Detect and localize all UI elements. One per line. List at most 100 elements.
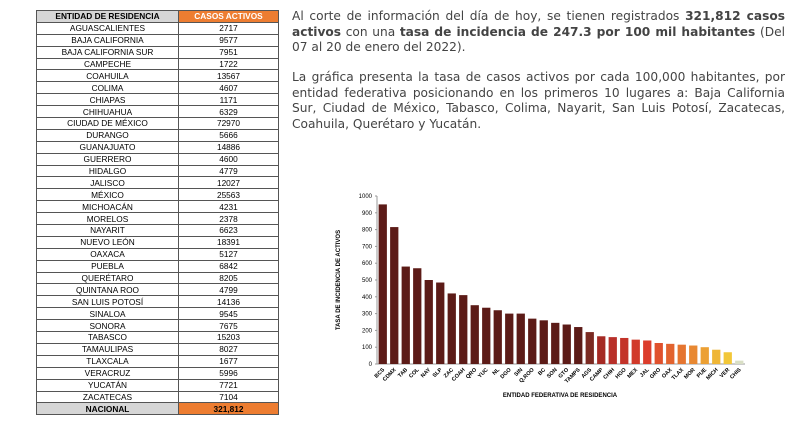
y-tick-label: 400 [362,295,373,301]
y-tick-label: 900 [362,211,373,217]
table-row: CHIAPAS 1171 [36,93,279,107]
table-cell: COAHUILA [36,69,179,83]
table-cell: CAMPECHE [36,57,179,71]
table-cell: 7721 [178,378,279,392]
bar [528,318,537,364]
y-tick-label: 100 [362,345,373,351]
table-cell: 6623 [178,224,279,237]
table-row: SONORA 7675 [36,319,279,333]
table-row: BAJA CALIFORNIA 9577 [36,33,279,47]
y-tick-label: 800 [362,228,373,234]
x-tick-label: CDMX [382,367,398,383]
table-cell: SAN LUIS POTOSÍ [36,295,179,309]
bar [482,307,491,364]
table-cell: 4231 [178,200,279,214]
table-cell: OAXACA [36,247,179,261]
bar [401,266,410,364]
table-row: PUEBLA 6842 [36,259,279,273]
table-row: NACIONAL 321,812 [36,402,279,416]
bar [436,282,445,364]
table-cell: NAYARIT [36,224,179,237]
bar [689,345,698,364]
table-cell: 2717 [178,21,279,35]
x-tick-label: GTO [558,367,571,380]
table-row: ENTIDAD DE RESIDENCIA CASOS ACTIVOS [36,10,279,23]
x-tick-label: NAY [420,367,432,379]
y-tick-label: 600 [362,261,373,267]
table-row: SINALOA 9545 [36,307,279,321]
y-tick-label: 300 [362,312,373,318]
x-tick-label: YUC [477,367,489,379]
table-cell: PUEBLA [36,259,179,273]
x-tick-label: CAMP [589,367,605,383]
bar [378,204,387,364]
x-tick-label: DGO [500,367,514,381]
table-row: JALISCO 12027 [36,176,279,190]
table-row: MÉXICO 25563 [36,188,279,202]
x-tick-label: MOR [683,367,696,380]
bar [516,313,525,364]
bar [608,337,617,364]
x-tick-label: Q.ROO [518,367,536,385]
bar [735,360,744,364]
table-cell: 5666 [178,128,279,142]
table-row: BAJA CALIFORNIA SUR 7951 [36,45,279,59]
paragraph: Al corte de información del día de hoy, … [292,9,785,56]
table-row: YUCATÁN 7721 [36,378,279,392]
paragraph: La gráfica presenta la tasa de casos act… [292,70,785,132]
table-row: AGUASCALIENTES 2717 [36,21,279,35]
bar [390,227,399,364]
x-tick-label: COAH [451,367,467,383]
table-cell: 6842 [178,259,279,273]
table-cell: 5996 [178,366,279,380]
table-row: GUANAJUATO 14886 [36,140,279,154]
bar [700,347,709,364]
table-cell: HIDALGO [36,164,179,178]
table-cell: 18391 [178,235,279,249]
x-tick-label: TAMPS [564,367,582,385]
table-cell: 5127 [178,247,279,261]
bar [551,322,560,364]
bar [597,336,606,364]
table-cell: 1677 [178,354,279,368]
table-row: NAYARIT 6623 [36,224,279,237]
table-row: HIDALGO 4779 [36,164,279,178]
table-cell: 4799 [178,283,279,297]
x-tick-label: OAX [661,367,674,380]
table-cell: 8027 [178,342,279,356]
x-tick-label: SIN [513,367,524,378]
table-cell: BAJA CALIFORNIA [36,33,179,47]
table-cell: NUEVO LEÓN [36,235,179,249]
y-tick-label: 700 [362,244,373,250]
bar [712,349,721,364]
table-cell: DURANGO [36,128,179,142]
table-cell: NACIONAL [36,402,179,416]
table-cell: 7675 [178,319,279,333]
table-row: DURANGO 5666 [36,128,279,142]
y-tick-label: 500 [362,278,373,284]
table-cell: 9545 [178,307,279,321]
table-cell: 4779 [178,164,279,178]
table-cell: COLIMA [36,81,179,95]
x-tick-label: BC [537,367,547,377]
table-cell: SONORA [36,319,179,333]
table-cell: ZACATECAS [36,390,179,404]
x-tick-label: TLAX [671,367,686,382]
bar [677,344,686,364]
bar [654,343,663,364]
bar [470,305,479,364]
bold-text: tasa de incidencia de 247.3 por 100 mil … [399,24,756,39]
x-tick-label: ZAC [443,367,455,379]
bar [620,337,629,364]
table-cell: YUCATÁN [36,378,179,392]
table-cell: ENTIDAD DE RESIDENCIA [36,10,179,23]
x-tick-label: NL [492,367,502,377]
table-cell: 14886 [178,140,279,154]
table-cell: CHIAPAS [36,93,179,107]
cases-table: ENTIDAD DE RESIDENCIA CASOS ACTIVOS AGUASC… [36,10,279,416]
table-cell: 12027 [178,176,279,190]
table-cell: CASOS ACTIVOS [178,10,279,23]
table-cell: 321,812 [178,402,279,416]
table-cell: TABASCO [36,331,179,344]
bar [447,293,456,364]
